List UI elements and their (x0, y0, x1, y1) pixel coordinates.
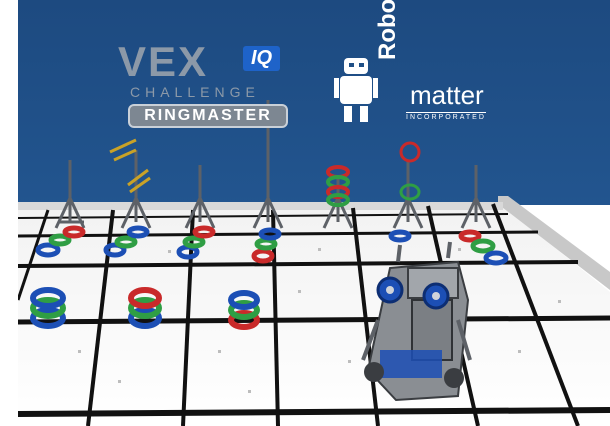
robomatter-logo: Robo matter INCORPORATED (334, 0, 514, 130)
field-render (18, 0, 610, 426)
back-perimeter (18, 202, 503, 210)
side-perimeter (498, 196, 610, 290)
field-floor (18, 202, 610, 426)
post-1 (54, 160, 86, 229)
back-wall (18, 0, 610, 205)
post-7 (460, 165, 492, 229)
post-ring-stack (326, 141, 421, 207)
ringmaster-plate: RINGMASTER (128, 104, 288, 128)
robo-text: Robo (374, 0, 401, 60)
post-3 (184, 165, 216, 229)
incorporated-text: INCORPORATED (406, 112, 486, 121)
vex-logo-icon: VEX (118, 38, 209, 85)
robot (361, 241, 472, 402)
challenge-text: CHALLENGE (130, 84, 260, 100)
yellow-lift (109, 138, 151, 194)
robot-mascot-icon (334, 58, 378, 122)
vex-iq-challenge-logo: VEX IQ CHALLENGE RINGMASTER (118, 38, 318, 130)
floor-ring-stacks-front (30, 287, 260, 330)
matter-text: matter (410, 80, 484, 110)
floor-rings-back (35, 225, 509, 266)
iq-badge: IQ (243, 46, 281, 71)
post-6 (392, 160, 424, 229)
game-field-scene: VEX IQ CHALLENGE RINGMASTER Robo matter … (18, 0, 610, 426)
